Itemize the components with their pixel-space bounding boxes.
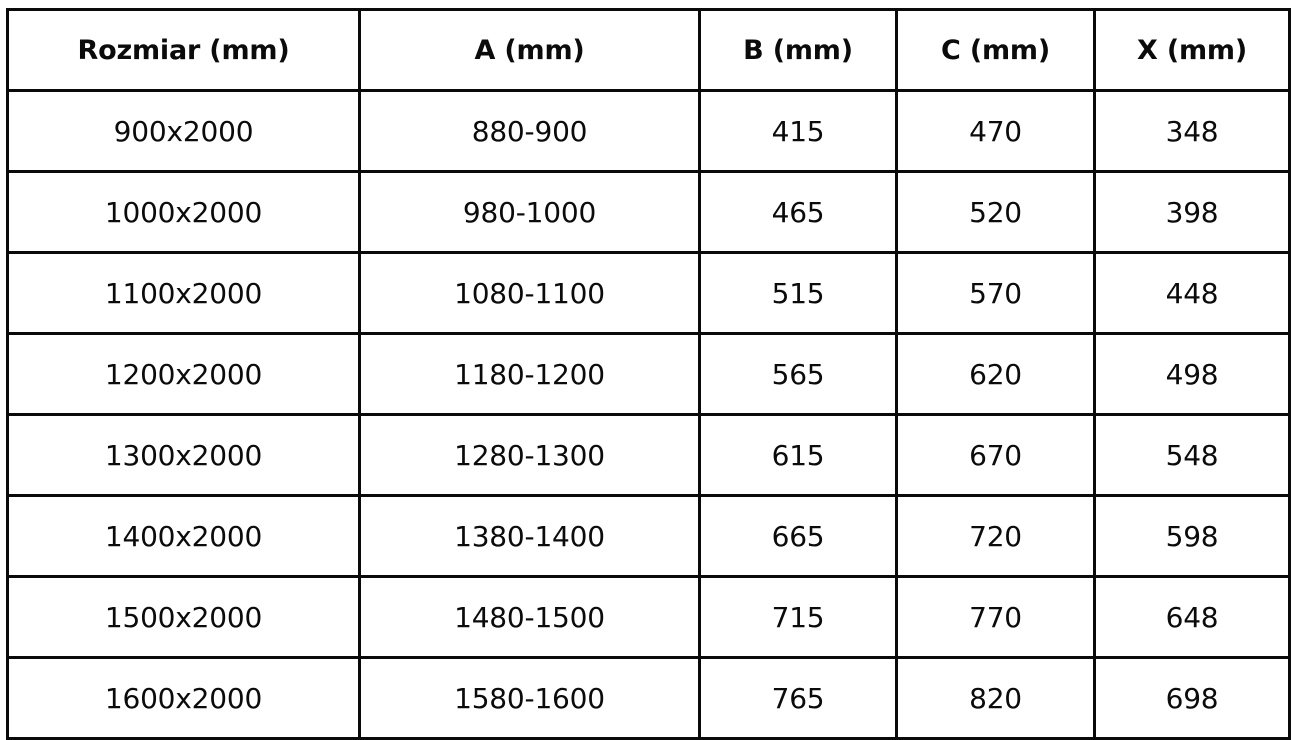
cell-a: 1180-1200 [358, 332, 701, 416]
cell-size: 1500x2000 [6, 575, 361, 659]
cell-c: 820 [895, 656, 1096, 740]
table-row: 1300x2000 1280-1300 615 670 548 [6, 413, 1291, 497]
cell-size: 1400x2000 [6, 494, 361, 578]
spec-table-sheet: Rozmiar (mm) A (mm) B (mm) C (mm) X (mm)… [6, 8, 1291, 740]
table-header-row: Rozmiar (mm) A (mm) B (mm) C (mm) X (mm) [6, 8, 1291, 92]
cell-b: 665 [698, 494, 898, 578]
cell-size: 1300x2000 [6, 413, 361, 497]
table-header: Rozmiar (mm) A (mm) B (mm) C (mm) X (mm) [6, 8, 1291, 92]
cell-x: 448 [1093, 251, 1291, 335]
cell-size: 1200x2000 [6, 332, 361, 416]
table-row: 1200x2000 1180-1200 565 620 498 [6, 332, 1291, 416]
column-header-a: A (mm) [358, 8, 701, 92]
table-body: 900x2000 880-900 415 470 348 1000x2000 9… [6, 89, 1291, 740]
cell-size: 1000x2000 [6, 170, 361, 254]
cell-c: 570 [895, 251, 1096, 335]
cell-x: 348 [1093, 89, 1291, 173]
table-row: 900x2000 880-900 415 470 348 [6, 89, 1291, 173]
cell-x: 548 [1093, 413, 1291, 497]
column-header-rozmiar: Rozmiar (mm) [6, 8, 361, 92]
cell-c: 670 [895, 413, 1096, 497]
cell-b: 465 [698, 170, 898, 254]
size-specification-table: Rozmiar (mm) A (mm) B (mm) C (mm) X (mm)… [6, 8, 1291, 740]
cell-x: 498 [1093, 332, 1291, 416]
cell-size: 900x2000 [6, 89, 361, 173]
table-row: 1400x2000 1380-1400 665 720 598 [6, 494, 1291, 578]
cell-a: 1480-1500 [358, 575, 701, 659]
cell-c: 720 [895, 494, 1096, 578]
cell-a: 1580-1600 [358, 656, 701, 740]
cell-x: 698 [1093, 656, 1291, 740]
table-row: 1000x2000 980-1000 465 520 398 [6, 170, 1291, 254]
cell-a: 1280-1300 [358, 413, 701, 497]
cell-c: 520 [895, 170, 1096, 254]
cell-size: 1100x2000 [6, 251, 361, 335]
cell-b: 615 [698, 413, 898, 497]
column-header-c: C (mm) [895, 8, 1096, 92]
column-header-b: B (mm) [698, 8, 898, 92]
table-row: 1100x2000 1080-1100 515 570 448 [6, 251, 1291, 335]
table-row: 1600x2000 1580-1600 765 820 698 [6, 656, 1291, 740]
column-header-x: X (mm) [1093, 8, 1291, 92]
cell-x: 398 [1093, 170, 1291, 254]
cell-a: 880-900 [358, 89, 701, 173]
cell-x: 598 [1093, 494, 1291, 578]
cell-c: 620 [895, 332, 1096, 416]
cell-a: 1380-1400 [358, 494, 701, 578]
cell-b: 715 [698, 575, 898, 659]
cell-a: 1080-1100 [358, 251, 701, 335]
cell-b: 515 [698, 251, 898, 335]
cell-c: 770 [895, 575, 1096, 659]
table-row: 1500x2000 1480-1500 715 770 648 [6, 575, 1291, 659]
cell-x: 648 [1093, 575, 1291, 659]
cell-b: 565 [698, 332, 898, 416]
cell-a: 980-1000 [358, 170, 701, 254]
cell-b: 415 [698, 89, 898, 173]
cell-c: 470 [895, 89, 1096, 173]
cell-size: 1600x2000 [6, 656, 361, 740]
cell-b: 765 [698, 656, 898, 740]
